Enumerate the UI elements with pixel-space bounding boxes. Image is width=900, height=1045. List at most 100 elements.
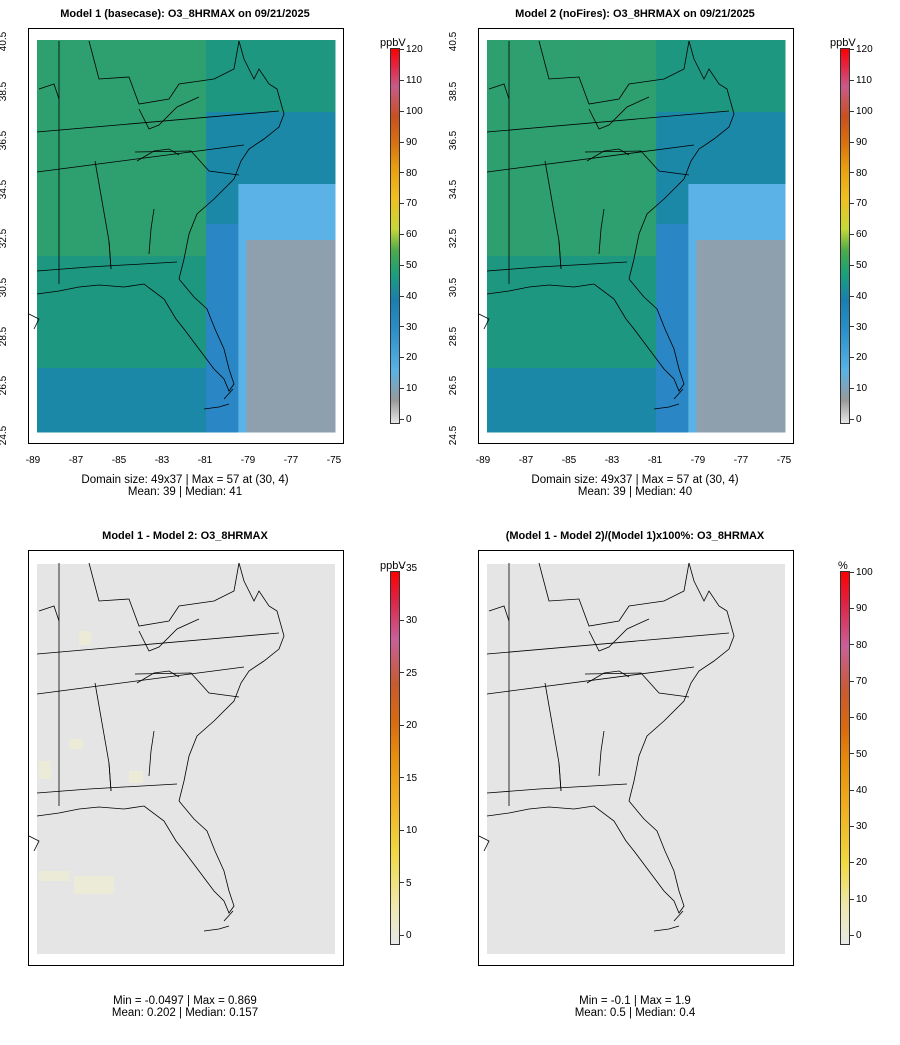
heatmap-cell [535, 240, 544, 249]
heatmap-cell [543, 120, 552, 129]
heatmap-cell [599, 72, 609, 81]
heatmap-cell [294, 304, 304, 313]
heatmap-cell [93, 400, 102, 409]
heatmap-cell [286, 168, 296, 177]
heatmap-cell [69, 88, 78, 97]
heatmap-cell [238, 168, 247, 177]
heatmap-cell [190, 288, 199, 297]
heatmap-cell [310, 416, 320, 425]
heatmap-cell [141, 264, 151, 273]
heatmap-cell [680, 80, 689, 89]
heatmap-cell [278, 376, 288, 385]
heatmap-cell [181, 192, 191, 201]
heatmap-cell [85, 320, 94, 329]
heatmap-cell [736, 336, 746, 345]
heatmap-cell [45, 120, 54, 129]
heatmap-cell [222, 152, 231, 161]
heatmap-cell [720, 152, 730, 161]
heatmap-cell [503, 288, 512, 297]
heatmap-cell [230, 344, 239, 353]
heatmap-cell [607, 352, 617, 361]
heatmap-cell [69, 104, 78, 113]
heatmap-cell [53, 344, 62, 353]
heatmap-cell [157, 240, 167, 249]
heatmap-cell [768, 208, 778, 217]
heatmap-cell [85, 368, 94, 377]
heatmap-cell [712, 136, 722, 145]
heatmap-cell [77, 352, 86, 361]
heatmap-cell [93, 272, 102, 281]
heatmap-cell [495, 144, 504, 153]
heatmap-cell [688, 368, 697, 377]
heatmap-cell [125, 296, 135, 305]
heatmap-cell [776, 216, 786, 225]
heatmap-cell [591, 152, 601, 161]
heatmap-cell [519, 312, 528, 321]
heatmap-cell [680, 96, 689, 105]
heatmap-cell [254, 416, 264, 425]
heatmap-cell [37, 208, 46, 217]
heatmap-cell [77, 40, 86, 49]
heatmap-cell [559, 408, 569, 417]
heatmap-cell [165, 360, 175, 369]
heatmap-cell [222, 288, 231, 297]
heatmap-cell [125, 288, 135, 297]
heatmap-cell [246, 384, 255, 393]
heatmap-cell [760, 264, 770, 273]
heatmap-cell [615, 160, 625, 169]
heatmap-cell [591, 56, 601, 65]
heatmap-cell [310, 40, 320, 49]
heatmap-cell [672, 224, 681, 233]
heatmap-cell [511, 408, 520, 417]
heatmap-cell [173, 248, 183, 257]
heatmap-cell [149, 296, 159, 305]
heatmap-cell [680, 64, 689, 73]
heatmap-cell [712, 296, 722, 305]
heatmap-cell [198, 424, 207, 433]
heatmap-cell [310, 104, 320, 113]
heatmap-cell [262, 208, 272, 217]
heatmap-cell [157, 160, 167, 169]
heatmap-cell [141, 368, 151, 377]
heatmap-cell [551, 48, 560, 57]
heatmap-cell [69, 144, 78, 153]
panel4-map-svg [479, 562, 785, 954]
heatmap-cell [583, 400, 593, 409]
heatmap-cell [487, 264, 496, 273]
heatmap-cell [575, 56, 585, 65]
heatmap-cell [310, 392, 320, 401]
heatmap-cell [664, 48, 673, 57]
heatmap-cell [214, 272, 223, 281]
heatmap-cell [696, 88, 705, 97]
heatmap-cell [254, 296, 264, 305]
heatmap-cell [664, 368, 673, 377]
heatmap-cell [214, 240, 223, 249]
heatmap-cell [190, 200, 199, 209]
heatmap-cell [181, 232, 191, 241]
heatmap-cell [760, 64, 770, 73]
heatmap-cell [495, 424, 504, 433]
heatmap-cell [656, 224, 665, 233]
heatmap-cell [198, 56, 207, 65]
heatmap-cell [45, 248, 54, 257]
heatmap-cell [567, 72, 577, 81]
heatmap-cell [535, 56, 544, 65]
heatmap-cell [752, 152, 762, 161]
heatmap-cell [222, 224, 231, 233]
heatmap-cell [591, 352, 601, 361]
heatmap-cell [527, 360, 536, 369]
heatmap-cell [768, 152, 778, 161]
heatmap-cell [69, 64, 78, 73]
heatmap-cell [696, 240, 705, 249]
state-border-line [138, 96, 200, 130]
heatmap-cell [85, 160, 94, 169]
heatmap-cell [141, 144, 151, 153]
heatmap-cell [318, 416, 328, 425]
heatmap-cell [286, 264, 296, 273]
heatmap-cell [45, 328, 54, 337]
heatmap-cell [165, 296, 175, 305]
heatmap-cell [776, 416, 786, 425]
heatmap-cell [117, 384, 127, 393]
heatmap-cell [744, 416, 754, 425]
heatmap-cell [37, 192, 46, 201]
